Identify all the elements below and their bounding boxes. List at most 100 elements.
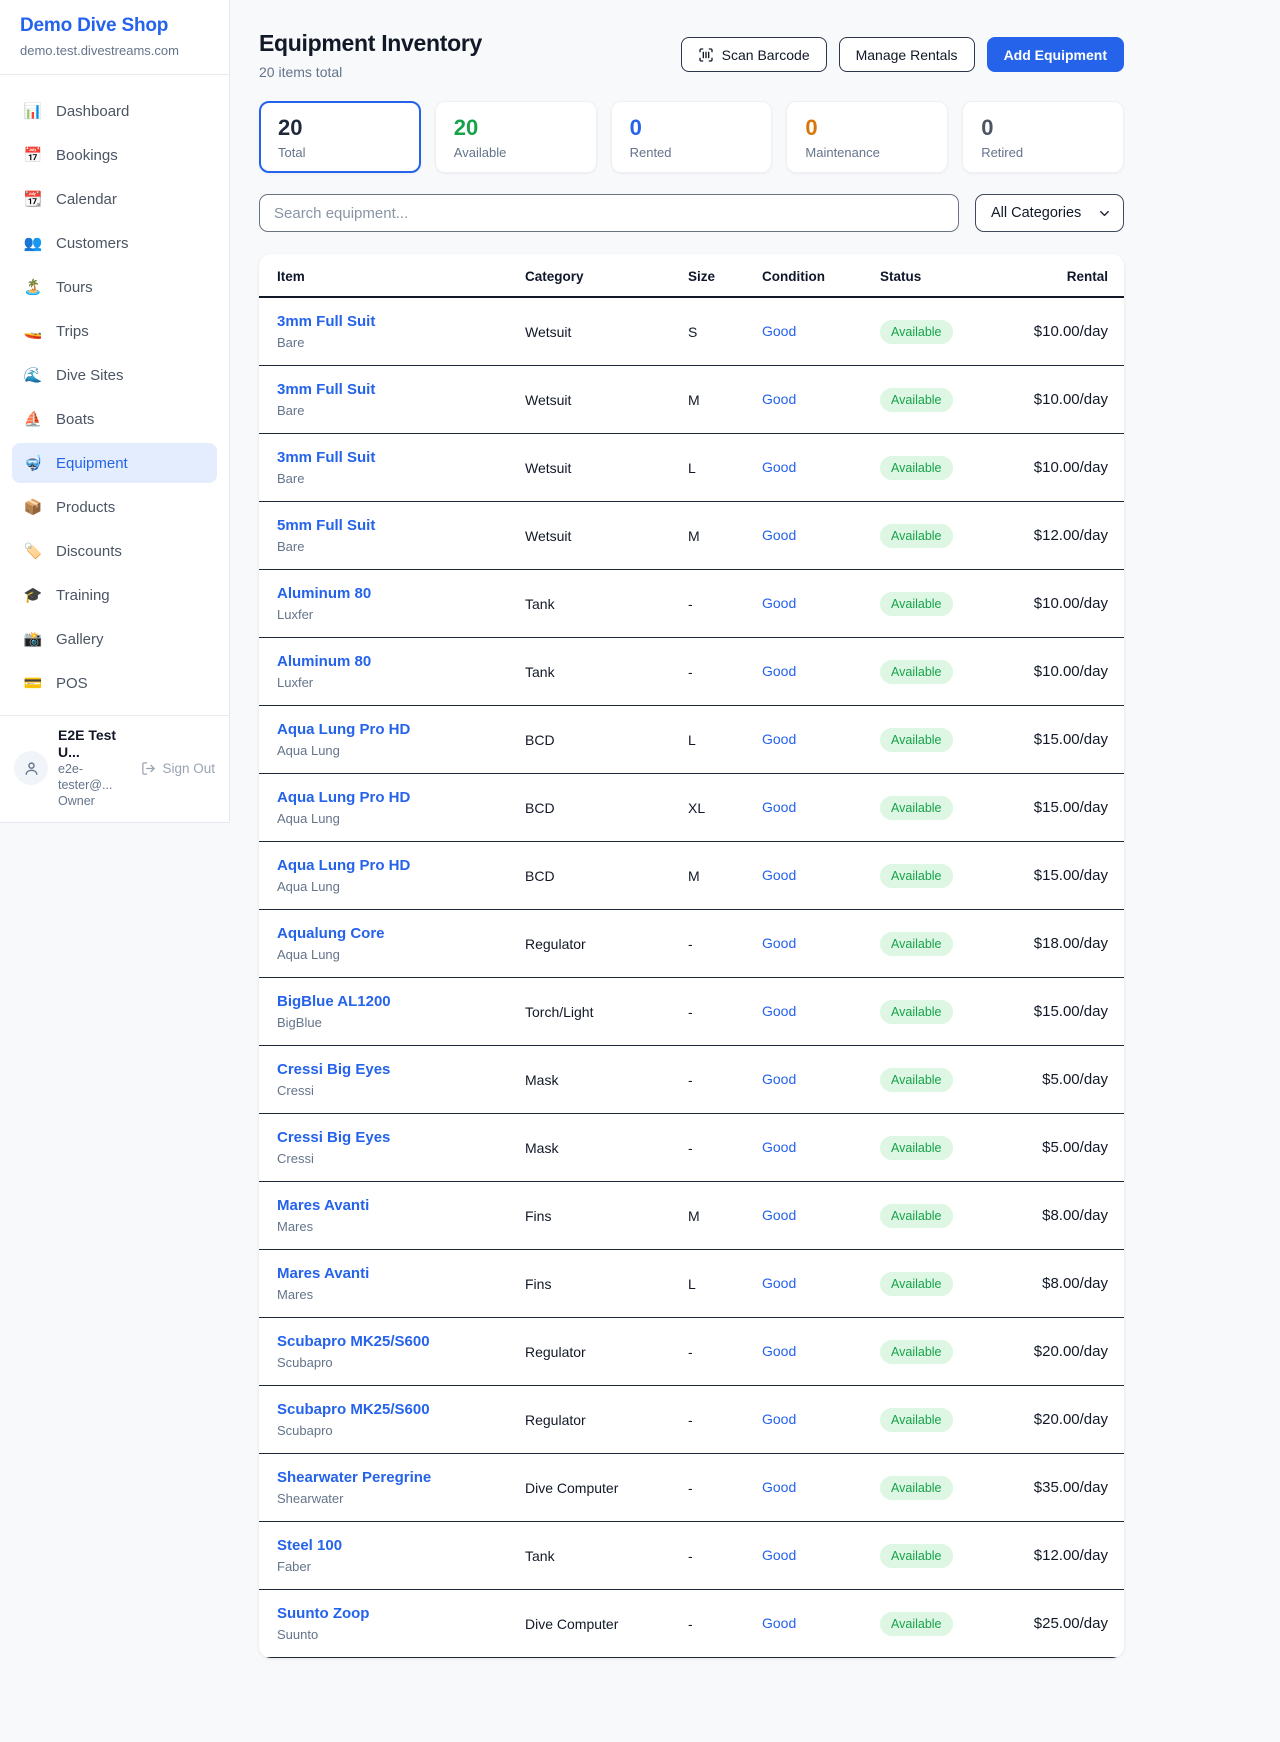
item-name-link[interactable]: Aqua Lung Pro HD — [277, 789, 411, 806]
condition-cell: Good — [762, 569, 880, 638]
status-badge: Available — [880, 931, 953, 956]
item-name-link[interactable]: Aluminum 80 — [277, 653, 372, 670]
manage-rentals-button[interactable]: Manage Rentals — [838, 37, 975, 72]
condition-link[interactable]: Good — [762, 934, 797, 951]
condition-link[interactable]: Good — [762, 322, 797, 339]
rental-cell: $15.00/day — [1030, 773, 1124, 842]
sidebar-item[interactable]: 💳 POS — [12, 663, 217, 703]
stat-card[interactable]: 0 Retired — [962, 101, 1124, 173]
sidebar-item[interactable]: 📦 Products — [12, 487, 217, 527]
sign-out-button[interactable]: Sign Out — [141, 761, 215, 776]
condition-link[interactable]: Good — [762, 458, 797, 475]
sidebar-item[interactable]: 📸 Gallery — [12, 619, 217, 659]
item-brand: Cressi — [277, 1083, 314, 1098]
sidebar-item[interactable]: 🏝️ Tours — [12, 267, 217, 307]
search-input[interactable] — [259, 194, 959, 232]
status-badge: Available — [880, 727, 953, 752]
stat-card[interactable]: 0 Rented — [610, 101, 773, 173]
column-header-item: Item — [259, 254, 525, 298]
size-cell: - — [688, 1589, 762, 1658]
item-name-link[interactable]: Cressi Big Eyes — [277, 1129, 391, 1146]
sidebar-item[interactable]: 🤿 Equipment — [12, 443, 217, 483]
condition-link[interactable]: Good — [762, 866, 797, 883]
item-name-link[interactable]: Shearwater Peregrine — [277, 1469, 432, 1486]
item-name-link[interactable]: Aqua Lung Pro HD — [277, 721, 411, 738]
item-brand: Bare — [277, 403, 305, 418]
table-row: Cressi Big Eyes Cressi Mask - Good Avail… — [259, 1045, 1124, 1114]
condition-link[interactable]: Good — [762, 1546, 797, 1563]
item-name-link[interactable]: Scubapro MK25/S600 — [277, 1401, 430, 1418]
item-name-link[interactable]: Aqualung Core — [277, 925, 385, 942]
sidebar-item[interactable]: 📅 Bookings — [12, 135, 217, 175]
item-name-link[interactable]: Mares Avanti — [277, 1265, 370, 1282]
stats-row: 20 Total 20 Available 0 Rented 0 Mainten… — [259, 101, 1124, 173]
condition-link[interactable]: Good — [762, 1002, 797, 1019]
condition-link[interactable]: Good — [762, 1342, 797, 1359]
scan-barcode-button[interactable]: Scan Barcode — [680, 37, 827, 72]
item-name-link[interactable]: 3mm Full Suit — [277, 313, 376, 330]
stat-card[interactable]: 20 Total — [259, 101, 421, 173]
item-name-link[interactable]: Scubapro MK25/S600 — [277, 1333, 430, 1350]
sidebar-item[interactable]: 👥 Customers — [12, 223, 217, 263]
status-cell: Available — [880, 1181, 1030, 1250]
sidebar-item[interactable]: 🏷️ Discounts — [12, 531, 217, 571]
scan-barcode-label: Scan Barcode — [721, 46, 810, 63]
shop-name[interactable]: Demo Dive Shop — [20, 15, 169, 36]
rental-cell: $35.00/day — [1030, 1453, 1124, 1522]
condition-link[interactable]: Good — [762, 526, 797, 543]
condition-link[interactable]: Good — [762, 1138, 797, 1155]
condition-link[interactable]: Good — [762, 390, 797, 407]
size-cell: - — [688, 637, 762, 706]
sidebar-item[interactable]: 📊 Dashboard — [12, 91, 217, 131]
status-cell: Available — [880, 1521, 1030, 1590]
stat-card[interactable]: 20 Available — [434, 101, 597, 173]
condition-link[interactable]: Good — [762, 1070, 797, 1087]
sidebar-item[interactable]: 🚤 Trips — [12, 311, 217, 351]
item-name-link[interactable]: 3mm Full Suit — [277, 381, 376, 398]
stat-value: 0 — [981, 115, 994, 140]
item-name-link[interactable]: BigBlue AL1200 — [277, 993, 391, 1010]
category-cell: Regulator — [525, 1317, 688, 1386]
condition-link[interactable]: Good — [762, 662, 797, 679]
item-name-link[interactable]: Mares Avanti — [277, 1197, 370, 1214]
sidebar-item[interactable]: 📆 Calendar — [12, 179, 217, 219]
status-cell: Available — [880, 1589, 1030, 1658]
sidebar-item[interactable]: 🌊 Dive Sites — [12, 355, 217, 395]
item-name-link[interactable]: 3mm Full Suit — [277, 449, 376, 466]
condition-link[interactable]: Good — [762, 798, 797, 815]
item-name-link[interactable]: Aqua Lung Pro HD — [277, 857, 411, 874]
condition-cell: Good — [762, 433, 880, 502]
condition-link[interactable]: Good — [762, 1206, 797, 1223]
item-name-link[interactable]: Aluminum 80 — [277, 585, 372, 602]
rental-price: $25.00/day — [1033, 1614, 1108, 1632]
item-name-link[interactable]: 5mm Full Suit — [277, 517, 376, 534]
category-cell: Wetsuit — [525, 501, 688, 570]
status-cell: Available — [880, 1317, 1030, 1386]
item-name-link[interactable]: Cressi Big Eyes — [277, 1061, 391, 1078]
add-equipment-button[interactable]: Add Equipment — [986, 37, 1124, 72]
sidebar-item[interactable]: ⛵ Boats — [12, 399, 217, 439]
item-name-link[interactable]: Suunto Zoop — [277, 1605, 370, 1622]
condition-link[interactable]: Good — [762, 730, 797, 747]
condition-link[interactable]: Good — [762, 1410, 797, 1427]
item-name-link[interactable]: Steel 100 — [277, 1537, 343, 1554]
page-title: Equipment Inventory — [259, 30, 483, 56]
item-cell: Aluminum 80 Luxfer — [259, 637, 525, 706]
condition-link[interactable]: Good — [762, 1274, 797, 1291]
item-brand: Mares — [277, 1287, 314, 1302]
sidebar-item[interactable]: 🎓 Training — [12, 575, 217, 615]
rental-cell: $8.00/day — [1030, 1181, 1124, 1250]
condition-link[interactable]: Good — [762, 1478, 797, 1495]
status-cell: Available — [880, 1113, 1030, 1182]
condition-link[interactable]: Good — [762, 594, 797, 611]
category-select[interactable]: All Categories — [975, 194, 1124, 232]
stat-card[interactable]: 0 Maintenance — [786, 101, 949, 173]
table-header-row: Item Category Size Condition Status Rent… — [259, 254, 1124, 298]
status-badge: Available — [880, 1475, 953, 1500]
column-header-status: Status — [880, 254, 1030, 298]
item-brand: Aqua Lung — [277, 743, 340, 758]
rental-price: $12.00/day — [1033, 526, 1108, 544]
nav-item-icon: 🏝️ — [23, 279, 43, 296]
condition-link[interactable]: Good — [762, 1614, 797, 1631]
status-cell: Available — [880, 705, 1030, 774]
